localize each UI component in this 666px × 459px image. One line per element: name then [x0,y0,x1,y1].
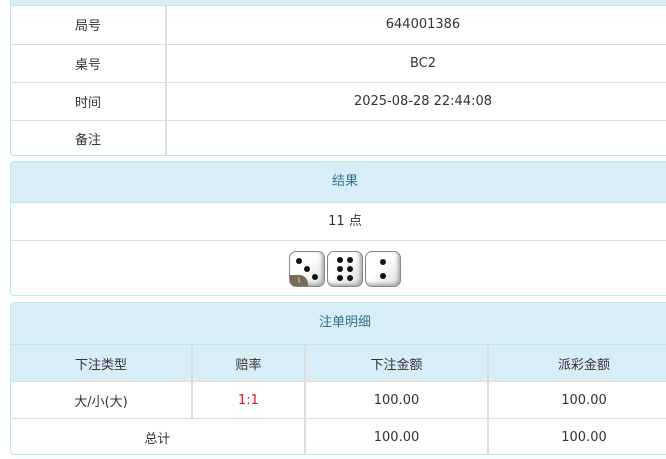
dice-pip [337,266,343,272]
table-row: 局号 644001386 [11,6,666,44]
result-panel: 结果 11 点 i [10,161,666,296]
total-bet: 100.00 [305,418,489,454]
table-number: BC2 [166,43,666,82]
row-label: 时间 [11,81,167,120]
bet-detail-table: 下注类型 赔率 下注金额 派彩金额 大/小(大) 1:1 100.00 100.… [11,344,666,454]
dice-pip [312,274,318,280]
dice-pip [304,266,310,272]
row-label: 桌号 [11,43,167,82]
dice-pip [380,259,386,265]
dice-2-icon [365,251,401,287]
total-row: 总计 100.00 100.00 [11,418,666,454]
bet-detail-title: 注单明细 [11,303,666,344]
col-payout: 派彩金额 [488,344,666,382]
bet-detail-panel: 注单明细 下注类型 赔率 下注金额 派彩金额 大/小(大) 1:1 100.00… [10,302,666,455]
result-title: 结果 [11,162,666,203]
bet-type: 大/小(大) [11,381,193,419]
round-info-panel: 局号 644001386 桌号 BC2 时间 2025-08-28 22:44:08 … [10,0,666,156]
col-bet-amount: 下注金额 [305,344,489,382]
dice-pip [347,257,353,263]
col-odds: 赔率 [192,344,306,382]
dice-6-icon [327,251,363,287]
time-value: 2025-08-28 22:44:08 [166,81,666,120]
table-header: 下注类型 赔率 下注金额 派彩金额 [11,344,666,382]
bet-amount: 100.00 [305,381,489,419]
odds: 1:1 [192,381,306,419]
total-label: 总计 [11,418,306,454]
dice-pip [347,275,353,281]
dice-pip [337,275,343,281]
info-badge-icon[interactable]: i [290,275,308,286]
col-bet-type: 下注类型 [11,344,193,382]
total-payout: 100.00 [488,418,666,454]
dice-3-icon: i [289,251,325,287]
table-row: 大/小(大) 1:1 100.00 100.00 [11,381,666,419]
table-row: 桌号 BC2 [11,43,666,82]
round-info-header [11,0,666,6]
row-label: 局号 [11,6,167,44]
dice-pip [347,266,353,272]
dice-row: i [11,241,666,295]
result-points: 11 点 [11,203,666,241]
row-label: 备注 [11,119,167,155]
round-info-table: 局号 644001386 桌号 BC2 时间 2025-08-28 22:44:08 … [11,6,666,155]
payout-amount: 100.00 [488,381,666,419]
remark-value [166,119,666,155]
table-row: 时间 2025-08-28 22:44:08 [11,81,666,120]
round-number: 644001386 [385,17,461,33]
dice-pip [337,257,343,263]
dice-pip [380,273,386,279]
dice-pip [296,258,302,264]
table-row: 备注 [11,119,666,155]
